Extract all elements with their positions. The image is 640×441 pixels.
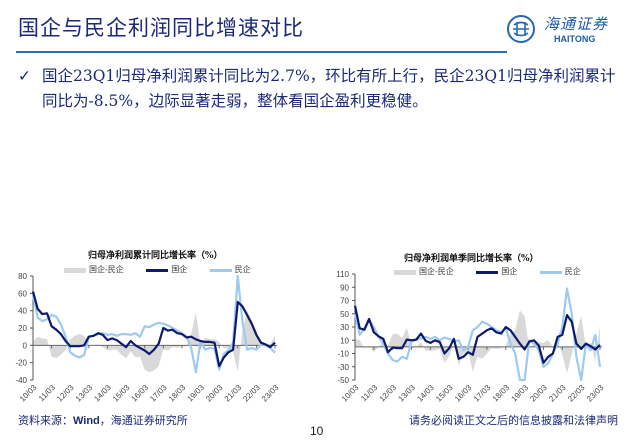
diff-area [355, 310, 600, 374]
legend-swatch-private [209, 268, 232, 272]
y-tick-label: -40 [15, 376, 27, 385]
legend-item-private: 民企 [539, 267, 581, 276]
y-tick-label: 80 [18, 272, 27, 281]
legend-swatch-soe [476, 270, 499, 274]
source-note: 资料来源：Wind，海通证券研究所 [18, 414, 188, 427]
private-line [353, 287, 602, 382]
x-tick-label: 13/03 [396, 383, 417, 404]
summary-text: 国企23Q1归母净利润累计同比为2.7%，环比有所上行，民企23Q1归母净利润累… [42, 67, 616, 110]
y-tick-label: 110 [336, 270, 349, 279]
page-title: 国企与民企利润同比增速对比 [18, 16, 304, 40]
legend-swatch-diff [64, 267, 86, 273]
y-tick-label: 30 [340, 323, 349, 332]
x-tick-label: 14/03 [92, 383, 113, 404]
x-tick-label: 16/03 [130, 383, 151, 404]
chart-plot-area: 110 90 70 50 30 10 -10 -30 -5010/0311/0312/0313/… [336, 270, 606, 404]
logo-english-name: HAITONG [554, 34, 596, 44]
x-tick-label: 20/03 [528, 383, 549, 404]
x-tick-label: 11/03 [37, 383, 57, 403]
x-tick-label: 18/03 [491, 383, 512, 404]
x-tick-label: 15/03 [111, 383, 132, 404]
x-tick-label: 15/03 [434, 383, 455, 404]
x-tick-label: 18/03 [167, 383, 188, 404]
x-tick-label: 12/03 [378, 383, 399, 404]
x-tick-label: 16/03 [453, 383, 474, 404]
legend-swatch-private [539, 270, 562, 274]
private-line [31, 274, 276, 374]
checkmark-icon: ✓ [18, 67, 31, 85]
chart-title: 归母净利润单季同比增长率（%） [404, 254, 539, 264]
cumulative-growth-chart: 归母净利润累计同比增长率（%） 国企-民企 国企 民企 80 60 40 20 0 -20… [0, 245, 320, 410]
x-tick-label: 13/03 [74, 383, 95, 404]
haitong-logo: 海通证券 HAITONG [506, 12, 626, 48]
legend-swatch-diff [394, 269, 416, 275]
x-tick-label: 22/03 [241, 383, 262, 404]
logo-chinese-name: 海通证券 [544, 15, 609, 33]
legend-item-diff: 国企-民企 [394, 267, 454, 276]
x-tick-label: 23/03 [260, 383, 281, 404]
haitong-logo-icon [507, 15, 535, 43]
chart-title: 归母净利润累计同比增长率（%） [88, 251, 223, 261]
x-tick-label: 17/03 [148, 383, 169, 404]
legend-item-diff: 国企-民企 [64, 265, 124, 274]
diff-area [33, 310, 275, 373]
disclaimer-link[interactable]: 请务必阅读正文之后的信息披露和法律声明 [409, 414, 618, 427]
y-tick-label: -20 [15, 359, 27, 368]
chart-plot-area: 80 60 40 20 0 -20 -4010/0311/0312/0313/0314/03… [15, 272, 281, 404]
y-tick-label: 90 [340, 283, 349, 292]
x-tick-label: 11/03 [359, 383, 379, 403]
chart-legend: 国企-民企 国企 民企 [394, 266, 601, 277]
y-tick-label: 50 [340, 310, 349, 319]
x-tick-label: 21/03 [547, 383, 568, 404]
y-tick-label: -50 [337, 376, 349, 385]
y-tick-label: 20 [18, 324, 27, 333]
quarterly-growth-chart: 归母净利润单季同比增长率（%） 国企-民企 国企 民企 110 90 70 50 30 1… [320, 245, 640, 410]
x-tick-label: 21/03 [223, 383, 244, 404]
y-tick-label: 10 [340, 336, 349, 345]
x-tick-label: 10/03 [340, 383, 361, 404]
legend-swatch-soe [146, 268, 169, 272]
y-tick-label: -30 [337, 363, 349, 372]
y-tick-label: 0 [23, 341, 28, 350]
x-tick-label: 17/03 [472, 383, 493, 404]
x-tick-label: 10/03 [18, 383, 39, 404]
x-tick-label: 12/03 [55, 383, 76, 404]
y-tick-label: 40 [18, 307, 27, 316]
legend-item-soe: 国企 [476, 267, 517, 276]
soe-line [31, 291, 276, 368]
summary-bullet: ✓ 国企23Q1归母净利润累计同比为2.7%，环比有所上行，民企23Q1归母净利… [18, 64, 618, 114]
chart-legend: 国企-民企 国企 民企 [64, 264, 271, 275]
title-divider [16, 51, 507, 53]
y-tick-label: -10 [337, 350, 349, 359]
x-tick-label: 20/03 [204, 383, 225, 404]
y-tick-label: 70 [340, 297, 349, 306]
page-number: 10 [310, 424, 324, 438]
legend-item-private: 民企 [209, 265, 251, 274]
y-tick-label: 60 [18, 289, 27, 298]
x-tick-label: 23/03 [585, 383, 606, 404]
legend-item-soe: 国企 [146, 265, 187, 274]
soe-line [353, 305, 601, 364]
x-tick-label: 19/03 [185, 383, 206, 404]
x-tick-label: 22/03 [566, 383, 587, 404]
x-tick-label: 14/03 [415, 383, 436, 404]
x-tick-label: 19/03 [510, 383, 531, 404]
